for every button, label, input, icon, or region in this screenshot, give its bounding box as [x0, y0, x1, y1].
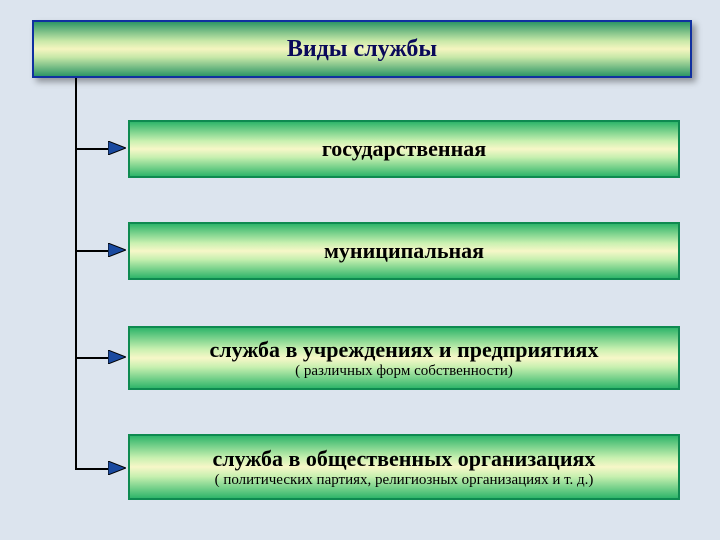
- diagram-title-text: Виды службы: [287, 36, 437, 63]
- arrow-icon: [108, 243, 126, 257]
- connector-branch: [75, 357, 110, 359]
- service-type-label: служба в общественных организациях: [213, 446, 596, 472]
- arrow-icon: [108, 141, 126, 155]
- service-type-box: служба в общественных организациях( поли…: [128, 434, 680, 500]
- connector-trunk: [75, 78, 77, 470]
- diagram-title: Виды службы: [32, 20, 692, 78]
- service-type-sublabel: ( различных форм собственности): [295, 363, 513, 380]
- service-type-label: муниципальная: [324, 238, 484, 264]
- service-type-label: служба в учреждениях и предприятиях: [210, 337, 599, 363]
- service-type-box: муниципальная: [128, 222, 680, 280]
- diagram-canvas: Виды службы государственная муниципальная с…: [0, 0, 720, 540]
- connector-branch: [75, 468, 110, 470]
- service-type-label: государственная: [322, 136, 486, 162]
- service-type-sublabel: ( политических партиях, религиозных орга…: [215, 472, 594, 489]
- service-type-box: государственная: [128, 120, 680, 178]
- arrow-icon: [108, 461, 126, 475]
- connector-branch: [75, 148, 110, 150]
- connector-branch: [75, 250, 110, 252]
- arrow-icon: [108, 350, 126, 364]
- service-type-box: служба в учреждениях и предприятиях( раз…: [128, 326, 680, 390]
